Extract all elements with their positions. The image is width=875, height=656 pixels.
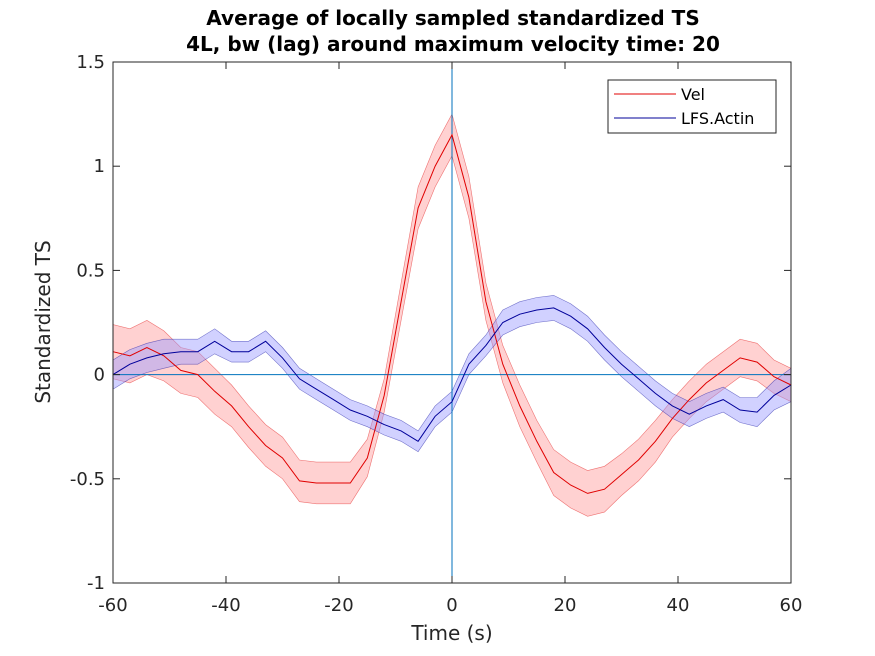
y-tick-label: 1 (94, 156, 105, 177)
y-tick-label: 0 (94, 365, 105, 386)
x-tick-label: -40 (211, 595, 240, 616)
y-tick-label: 1.5 (76, 52, 105, 73)
x-tick-label: -60 (98, 595, 127, 616)
x-tick-label: -20 (324, 595, 353, 616)
x-axis-label: Time (s) (410, 621, 492, 645)
y-tick-label: -0.5 (70, 469, 105, 490)
y-tick-label: -1 (87, 573, 105, 594)
chart-subtitle: 4L, bw (lag) around maximum velocity tim… (186, 32, 720, 56)
y-axis-label: Standardized TS (31, 240, 55, 403)
legend-label-lfs-actin: LFS.Actin (681, 109, 754, 128)
legend: Vel LFS.Actin (607, 79, 777, 134)
x-tick-label: 40 (667, 595, 690, 616)
chart-title: Average of locally sampled standardized … (206, 6, 699, 30)
series-line-lfs-actin (112, 307, 792, 442)
series-lines (112, 133, 792, 494)
reference-lines (113, 62, 791, 583)
x-tick-label: 20 (554, 595, 577, 616)
y-tick-label: 0.5 (76, 260, 105, 281)
series-line-vel (112, 133, 792, 494)
plot-area: -60 -40 -20 0 20 40 60 -1 -0.5 0 0.5 1 1.5 (70, 52, 803, 616)
x-tick-label: 0 (446, 595, 457, 616)
x-tick-label: 60 (780, 595, 803, 616)
legend-box (607, 79, 777, 134)
legend-label-vel: Vel (681, 85, 705, 104)
axis-ticks: -60 -40 -20 0 20 40 60 -1 -0.5 0 0.5 1 1.5 (70, 52, 803, 616)
